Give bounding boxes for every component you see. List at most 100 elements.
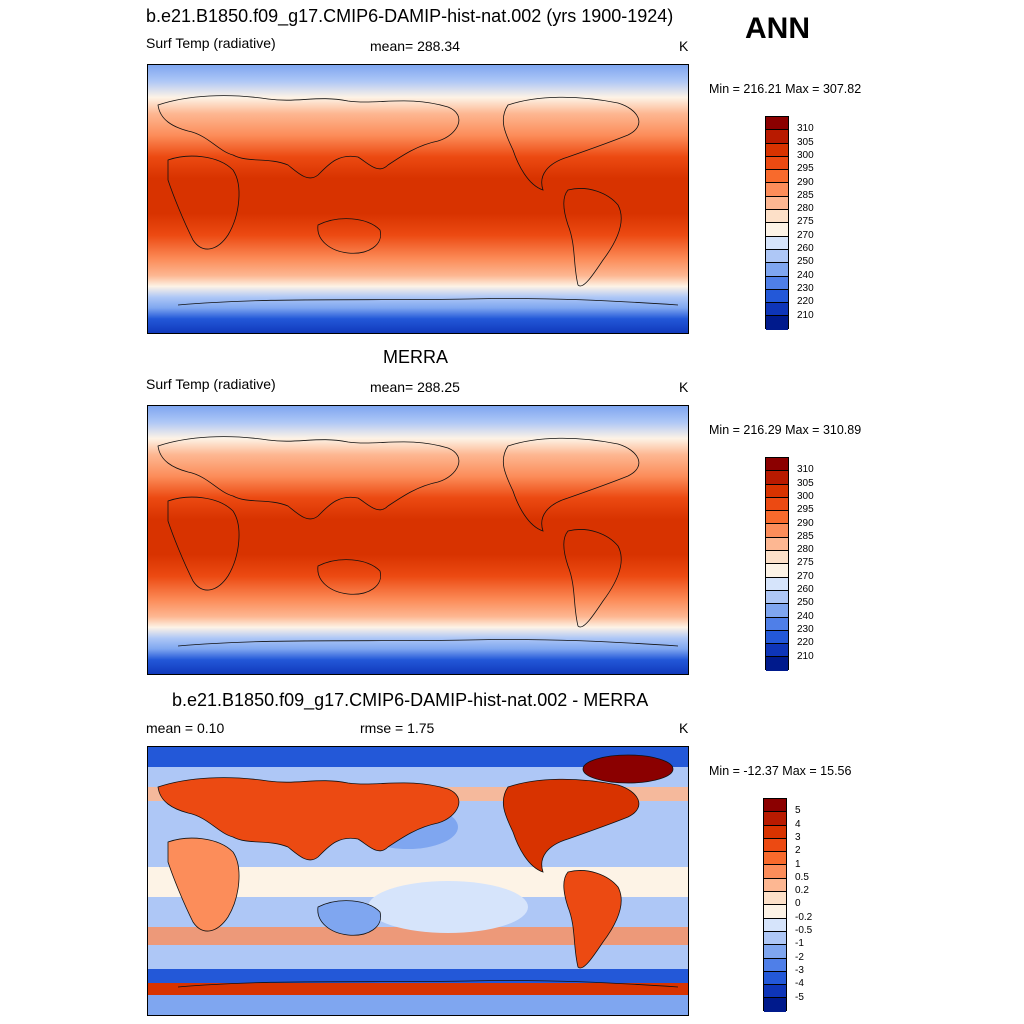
colorbar-2-swatch	[766, 577, 788, 591]
colorbar-2-swatch	[766, 657, 788, 671]
panel-2-mean-label: mean= 288.25	[370, 379, 460, 395]
colorbar-2-swatch	[766, 590, 788, 605]
colorbar-2-tick-label: 300	[797, 490, 814, 502]
colorbar-1-swatch	[766, 210, 788, 224]
panel-1-minmax: Min = 216.21 Max = 307.82	[709, 82, 862, 96]
colorbar-1-tick-label: 290	[797, 176, 814, 188]
colorbar-1-swatch	[766, 170, 788, 184]
colorbar-1-tick-label: 310	[797, 123, 814, 135]
colorbar-3-tick-label: 1	[795, 858, 801, 870]
panel-3-rmse-label: rmse = 1.75	[360, 720, 435, 736]
colorbar-1-swatch	[766, 236, 788, 250]
colorbar-1-tick-label: 275	[797, 216, 814, 228]
colorbar-2-swatch	[766, 644, 788, 658]
panel-3-colorbar	[763, 798, 787, 1012]
panel-2-title: MERRA	[383, 347, 449, 367]
panel-3-title: b.e21.B1850.f09_g17.CMIP6-DAMIP-hist-nat…	[172, 690, 649, 710]
colorbar-2-tick-label: 290	[797, 517, 814, 529]
colorbar-3-swatch	[764, 931, 786, 946]
colorbar-1-swatch	[766, 263, 788, 277]
colorbar-1-swatch	[766, 143, 788, 157]
panel-1-map	[147, 64, 689, 334]
colorbar-3-swatch	[764, 852, 786, 866]
colorbar-1-swatch	[766, 303, 788, 317]
panel-1-mean-label: mean= 288.34	[370, 38, 460, 54]
colorbar-2-tick-label: 310	[797, 464, 814, 476]
panel-3-minmax: Min = -12.37 Max = 15.56	[709, 764, 852, 778]
colorbar-3-swatch	[764, 945, 786, 959]
colorbar-2-tick-label: 230	[797, 623, 814, 635]
colorbar-2-swatch	[766, 630, 788, 645]
colorbar-1-tick-label: 295	[797, 163, 814, 175]
colorbar-3-swatch	[764, 971, 786, 986]
colorbar-3-swatch	[764, 918, 786, 932]
colorbar-2-tick-label: 305	[797, 477, 814, 489]
colorbar-1-swatch	[766, 289, 788, 304]
season-label: ANN	[745, 12, 810, 45]
colorbar-3-tick-label: 2	[795, 845, 801, 857]
colorbar-3-tick-label: -4	[795, 978, 804, 990]
panel-2-units: K	[679, 379, 689, 395]
colorbar-3-tick-label: -1	[795, 938, 804, 950]
colorbar-3-swatch	[764, 998, 786, 1012]
colorbar-3-swatch	[764, 838, 786, 853]
colorbar-2-tick-label: 275	[797, 557, 814, 569]
colorbar-3-tick-label: -0.5	[795, 925, 813, 936]
colorbar-3-swatch	[764, 865, 786, 879]
colorbar-1-tick-label: 260	[797, 243, 814, 254]
panel-1-title: b.e21.B1850.f09_g17.CMIP6-DAMIP-hist-nat…	[146, 6, 674, 26]
colorbar-3-tick-label: 0.2	[795, 885, 809, 897]
panel-2-minmax: Min = 216.29 Max = 310.89	[709, 423, 862, 437]
colorbar-1-swatch	[766, 183, 788, 197]
colorbar-3-tick-label: -2	[795, 951, 804, 963]
panel-2-variable-label: Surf Temp (radiative)	[146, 376, 276, 392]
colorbar-3-swatch	[764, 878, 786, 893]
colorbar-1-swatch	[766, 249, 788, 264]
colorbar-1-tick-label: 250	[797, 256, 814, 268]
colorbar-3-swatch	[764, 799, 786, 813]
colorbar-1-tick-label: 230	[797, 282, 814, 294]
colorbar-3-swatch	[764, 812, 786, 826]
colorbar-2-tick-label: 240	[797, 610, 814, 622]
colorbar-3-swatch	[764, 905, 786, 919]
colorbar-2-swatch	[766, 551, 788, 565]
colorbar-2-swatch	[766, 537, 788, 552]
colorbar-3-swatch	[764, 825, 786, 839]
colorbar-2-swatch	[766, 458, 788, 472]
colorbar-2-swatch	[766, 471, 788, 485]
colorbar-2-swatch	[766, 511, 788, 525]
colorbar-3-swatch	[764, 985, 786, 999]
colorbar-1-swatch	[766, 196, 788, 211]
colorbar-3-tick-label: 0.5	[795, 871, 809, 883]
colorbar-3-tick-label: -3	[795, 964, 804, 976]
colorbar-3-tick-label: 0	[795, 898, 801, 910]
panel-2-map	[147, 405, 689, 675]
colorbar-3-tick-label: 3	[795, 831, 801, 843]
colorbar-1-tick-label: 300	[797, 149, 814, 161]
colorbar-2-swatch	[766, 497, 788, 512]
panel-3-mean-label: mean = 0.10	[146, 720, 225, 736]
colorbar-1-swatch	[766, 276, 788, 290]
panel-1-units: K	[679, 38, 689, 54]
colorbar-2-tick-label: 285	[797, 530, 814, 542]
colorbar-1-tick-label: 305	[797, 136, 814, 148]
colorbar-3-tick-label: 5	[795, 805, 801, 817]
colorbar-1-tick-label: 270	[797, 229, 814, 241]
colorbar-2-tick-label: 270	[797, 570, 814, 582]
panel-1-colorbar	[765, 116, 789, 330]
panel-2-colorbar	[765, 457, 789, 671]
colorbar-2-tick-label: 295	[797, 504, 814, 516]
colorbar-1-swatch	[766, 117, 788, 131]
colorbar-2-swatch	[766, 564, 788, 578]
panel-1-variable-label: Surf Temp (radiative)	[146, 35, 276, 51]
colorbar-2-tick-label: 250	[797, 597, 814, 609]
colorbar-2-tick-label: 210	[797, 650, 814, 662]
colorbar-1-tick-label: 280	[797, 203, 814, 215]
colorbar-2-tick-label: 260	[797, 584, 814, 595]
panel-3-map	[147, 746, 689, 1016]
colorbar-3-tick-label: -5	[795, 991, 804, 1003]
colorbar-3-tick-label: -0.2	[795, 911, 813, 923]
colorbar-1-tick-label: 220	[797, 296, 814, 308]
colorbar-1-swatch	[766, 223, 788, 237]
colorbar-3-swatch	[764, 958, 786, 972]
